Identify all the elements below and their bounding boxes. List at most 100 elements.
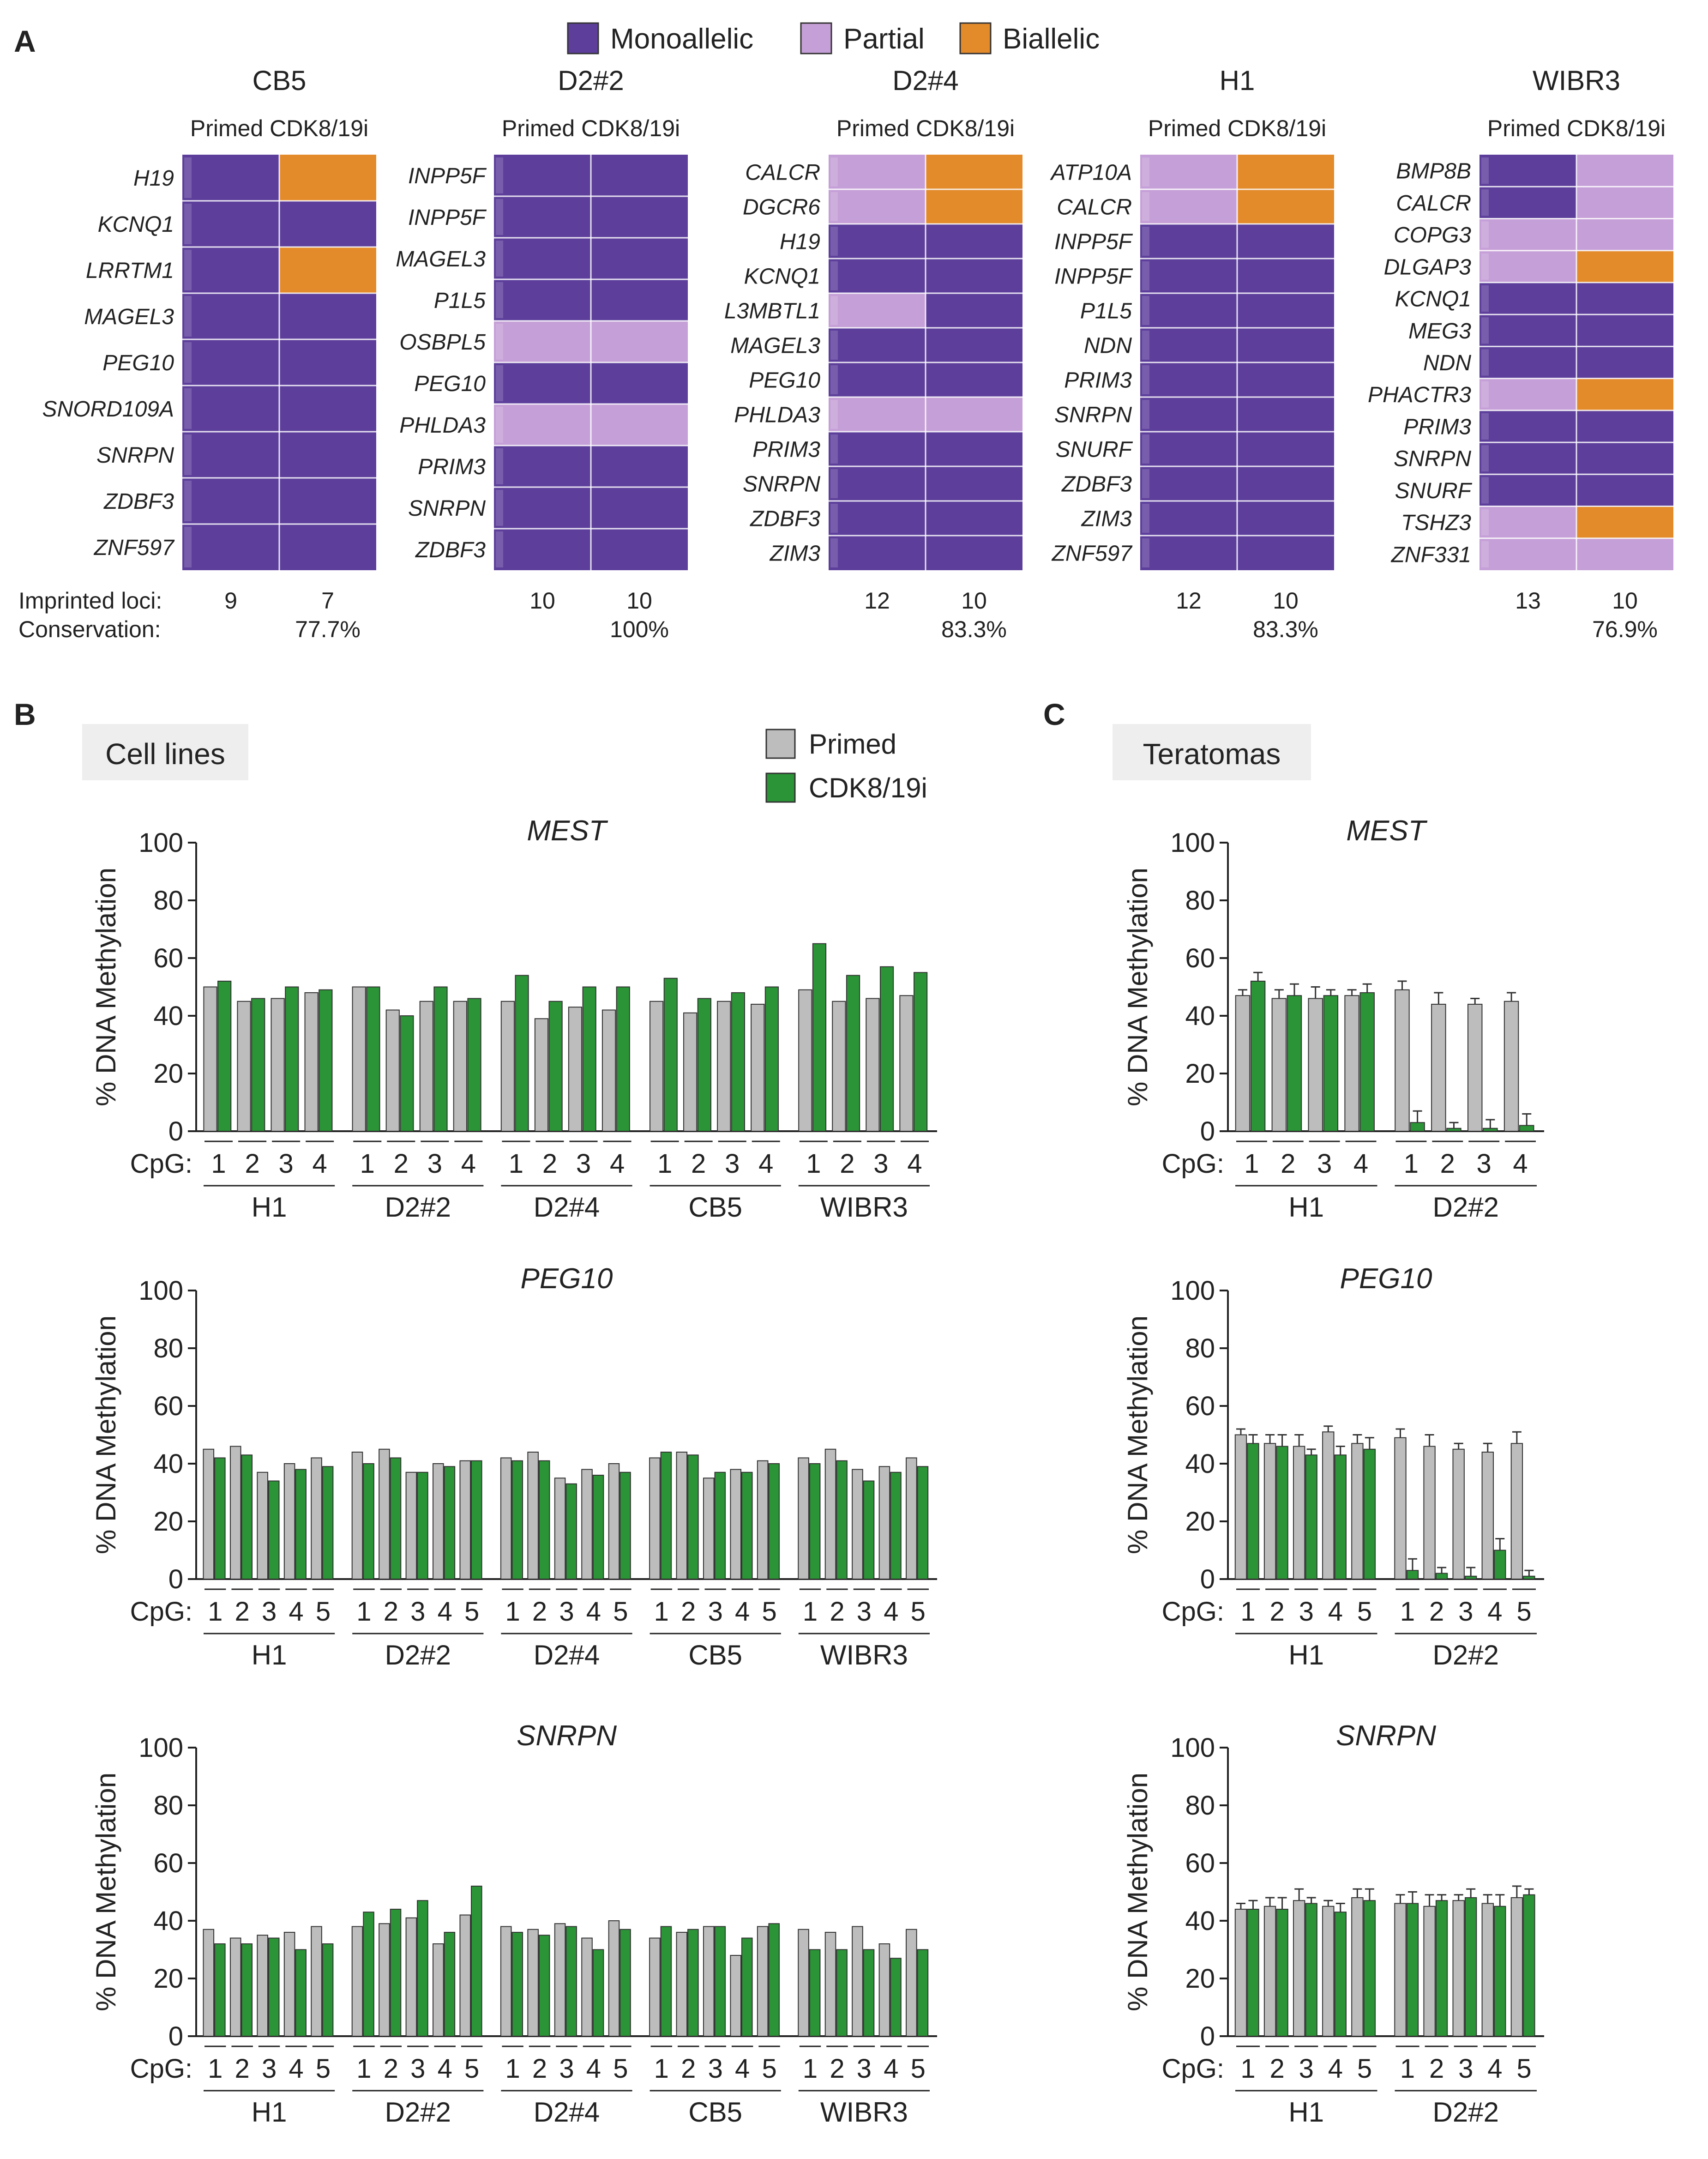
heatmap-title-2: D2#4: [892, 65, 958, 96]
cell-edge-2-11: [830, 538, 838, 567]
y-tick-label-1-2: 40: [153, 1449, 183, 1479]
bar-1-2-2-primed: [554, 1478, 566, 1580]
cell-edge-1-7: [496, 448, 503, 484]
legend-primed-label: Primed: [809, 729, 896, 760]
bar-2-3-0-cdk: [660, 1926, 672, 2037]
cell-edge-4-9: [1481, 445, 1489, 472]
heatmap-column-header-2: Primed CDK8/19i: [836, 115, 1015, 141]
bar-2-1-2-cdk: [417, 1900, 428, 2037]
cell-edge-2-2: [830, 227, 838, 256]
bar-2-4-3-primed: [878, 1943, 890, 2037]
bar-2-3-2-cdk: [714, 1926, 726, 2037]
cpg-label-5-0-2: 3: [1299, 2054, 1314, 2084]
cell-edge-1-6: [496, 407, 503, 443]
heatmap-4: WIBR3 Primed CDK8/19i BMP8B CALCR COPG3 DLGAP…: [1368, 65, 1673, 642]
cpg-label-2-1-0: 1: [356, 2054, 371, 2084]
cpg-axis-label-0: CpG:: [130, 1149, 192, 1179]
legend-swatch-1: [800, 22, 832, 54]
cpg-axis-label-2: CpG:: [130, 2054, 192, 2084]
heatmap-title-1: D2#2: [558, 65, 624, 96]
panel-c-title-box: [1113, 724, 1311, 780]
bar-2-0-3-primed: [283, 1932, 295, 2037]
cpg-label-1-0-3: 4: [289, 1597, 303, 1627]
bar-1-1-4-primed: [459, 1460, 471, 1580]
cpg-label-1-4-0: 1: [803, 1597, 818, 1627]
gene-label-3-10: ZIM3: [1081, 507, 1132, 531]
gene-label-4-7: PHACTR3: [1368, 383, 1471, 407]
heatmap-title-0: CB5: [253, 65, 307, 96]
y-tick-label-0-1: 20: [153, 1059, 183, 1089]
gene-label-4-9: SNRPN: [1394, 447, 1471, 471]
bar-2-2-4-primed: [608, 1920, 620, 2037]
bar-5-1-2-primed: [1452, 1900, 1465, 2037]
gene-label-0-7: ZDBF3: [103, 489, 174, 514]
cpg-label-0-0-0: 1: [211, 1149, 226, 1179]
cell-cdk-0-6: [279, 432, 376, 478]
bar-3-1-2-cdk: [1483, 1128, 1498, 1132]
bar-3-1-2-primed: [1467, 1004, 1483, 1132]
cpg-label-2-1-3: 4: [438, 2054, 452, 2084]
gene-label-3-8: SNURF: [1056, 438, 1133, 462]
heatmap-column-header-4: Primed CDK8/19i: [1487, 115, 1666, 141]
cell-edge-4-0: [1481, 157, 1489, 184]
bar-0-0-3-cdk: [319, 989, 333, 1132]
bar-0-3-1-cdk: [697, 998, 711, 1132]
cell-cdk-3-1: [1237, 189, 1334, 224]
gene-label-2-10: ZDBF3: [750, 507, 820, 531]
cpg-label-1-2-4: 5: [613, 1597, 628, 1627]
bar-1-3-3-cdk: [741, 1471, 753, 1580]
gene-label-2-6: PEG10: [749, 368, 820, 393]
gene-label-1-0: INPP5F: [408, 164, 487, 188]
cell-primed-3-9: [1140, 466, 1237, 501]
locus-count-primed-2: 12: [864, 588, 890, 614]
cell-edge-4-12: [1481, 541, 1489, 567]
y-axis-label-1: % DNA Methylation: [90, 1315, 121, 1554]
cpg-label-4-1-2: 3: [1458, 1597, 1473, 1627]
cell-cdk-4-1: [1576, 187, 1673, 219]
cell-cdk-2-10: [926, 501, 1022, 536]
cpg-label-0-2-3: 4: [610, 1149, 625, 1179]
cell-primed-0-4: [182, 339, 279, 386]
chart-title-5: SNRPN: [1336, 1720, 1436, 1752]
cell-primed-2-7: [829, 397, 926, 432]
y-tick-label-4-4: 80: [1185, 1333, 1215, 1363]
bar-0-3-2-primed: [717, 1001, 731, 1132]
bar-5-0-0-cdk: [1247, 1909, 1259, 2037]
bar-1-3-4-primed: [757, 1460, 769, 1580]
heatmap-column-header-0: Primed CDK8/19i: [190, 115, 368, 141]
cell-cdk-2-8: [926, 432, 1022, 466]
bar-2-3-1-primed: [676, 1932, 688, 2037]
cpg-label-0-0-2: 3: [278, 1149, 293, 1179]
bar-2-1-1-cdk: [390, 1909, 402, 2037]
cell-primed-3-7: [1140, 397, 1237, 432]
cell-primed-4-4: [1479, 282, 1576, 315]
cell-primed-4-7: [1479, 378, 1576, 410]
bar-5-0-0-primed: [1234, 1909, 1247, 2037]
cpg-label-0-1-1: 2: [394, 1149, 409, 1179]
cpg-label-3-0-0: 1: [1244, 1149, 1259, 1179]
chart-title-0: MEST: [527, 815, 608, 847]
cell-edge-0-2: [184, 250, 192, 290]
cpg-label-0-2-1: 2: [542, 1149, 557, 1179]
cpg-label-4-1-0: 1: [1400, 1597, 1415, 1627]
bar-1-4-3-cdk: [890, 1471, 902, 1580]
y-tick-label-0-4: 80: [153, 886, 183, 916]
cell-cdk-3-4: [1237, 293, 1334, 328]
cpg-label-0-1-2: 3: [427, 1149, 442, 1179]
y-tick-label-3-2: 40: [1185, 1001, 1215, 1031]
group-label-2-1: D2#2: [385, 2097, 451, 2128]
gene-label-3-11: ZNF597: [1052, 542, 1133, 566]
bar-0-2-0-cdk: [515, 975, 529, 1132]
cpg-label-0-4-1: 2: [840, 1149, 854, 1179]
y-tick-label-2-4: 80: [153, 1791, 183, 1821]
bar-0-0-1-cdk: [251, 998, 265, 1132]
cell-cdk-4-4: [1576, 282, 1673, 315]
gene-label-1-7: PRIM3: [418, 455, 486, 479]
cell-primed-3-2: [1140, 224, 1237, 259]
bar-2-4-2-cdk: [863, 1949, 875, 2037]
bar-2-4-3-cdk: [890, 1958, 902, 2037]
y-tick-label-3-3: 60: [1185, 943, 1215, 973]
cell-cdk-2-7: [926, 397, 1022, 432]
bar-2-4-0-primed: [798, 1929, 809, 2037]
